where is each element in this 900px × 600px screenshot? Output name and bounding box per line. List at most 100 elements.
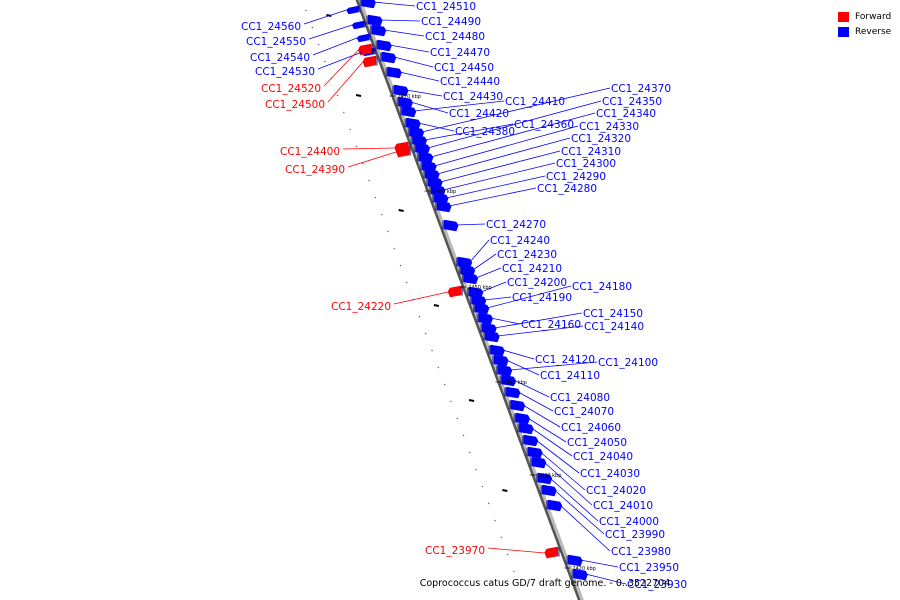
gene-label[interactable]: CC1_24290	[546, 171, 606, 183]
forward-gene[interactable]	[362, 55, 378, 68]
reverse-gene[interactable]	[366, 14, 383, 27]
reverse-gene[interactable]	[492, 354, 509, 367]
gene-label[interactable]: CC1_24020	[586, 485, 646, 497]
gene-label[interactable]: CC1_24310	[561, 146, 621, 158]
reverse-gene[interactable]	[359, 0, 376, 9]
gene-label[interactable]: CC1_23990	[605, 529, 665, 541]
forward-gene[interactable]	[447, 285, 464, 298]
gene-leader-line	[513, 379, 550, 398]
reverse-gene[interactable]	[413, 142, 430, 155]
gene-label[interactable]: CC1_24330	[579, 121, 639, 133]
reverse-gene[interactable]	[521, 434, 539, 447]
gene-label[interactable]: CC1_24350	[602, 96, 662, 108]
reverse-gene[interactable]	[435, 200, 452, 213]
reverse-gene[interactable]	[545, 499, 563, 512]
reverse-gene[interactable]	[526, 446, 543, 459]
gene-label[interactable]: CC1_24530	[255, 66, 315, 78]
gene-label[interactable]: CC1_24550	[246, 36, 306, 48]
gene-label[interactable]: CC1_24410	[505, 96, 565, 108]
gene-label[interactable]: CC1_24430	[443, 91, 503, 103]
gene-label[interactable]: CC1_24120	[535, 354, 595, 366]
gene-leader-line	[475, 267, 502, 279]
reverse-gene[interactable]	[356, 33, 371, 43]
reverse-gene[interactable]	[379, 51, 397, 64]
gene-label[interactable]: CC1_24150	[583, 308, 643, 320]
gene-label[interactable]: CC1_24200	[507, 277, 567, 289]
gene-label[interactable]: CC1_24280	[537, 183, 597, 195]
gene-label[interactable]: CC1_24370	[611, 83, 671, 95]
gene-label[interactable]: CC1_24470	[430, 47, 490, 59]
reverse-gene[interactable]	[375, 39, 392, 52]
reverse-gene[interactable]	[566, 554, 583, 567]
gene-label[interactable]: CC1_24540	[250, 52, 310, 64]
gene-label[interactable]: CC1_24500	[265, 99, 325, 111]
gene-label[interactable]: CC1_24440	[440, 76, 500, 88]
gene-label[interactable]: CC1_24300	[556, 158, 616, 170]
gene-label[interactable]: CC1_24340	[596, 108, 656, 120]
gene-label[interactable]: CC1_23970	[425, 545, 485, 557]
forward-gene[interactable]	[544, 546, 560, 559]
gene-label[interactable]: CC1_24060	[561, 422, 621, 434]
gene-label[interactable]: CC1_24450	[434, 62, 494, 74]
gene-label[interactable]: CC1_24070	[554, 406, 614, 418]
gene-label[interactable]: CC1_24040	[573, 451, 633, 463]
reverse-gene[interactable]	[404, 117, 421, 130]
reverse-gene[interactable]	[504, 386, 521, 399]
reverse-gene[interactable]	[483, 330, 500, 343]
gene-label[interactable]: CC1_24390	[285, 164, 345, 176]
reverse-gene[interactable]	[417, 151, 434, 164]
reverse-gene[interactable]	[461, 272, 479, 285]
gene-label[interactable]: CC1_24420	[449, 108, 509, 120]
reverse-gene[interactable]	[508, 399, 526, 412]
gene-label[interactable]: CC1_24100	[598, 357, 658, 369]
reverse-gene[interactable]	[442, 219, 459, 232]
gene-label[interactable]: CC1_23980	[611, 546, 671, 558]
gene-label[interactable]: CC1_24510	[416, 1, 476, 13]
gene-label[interactable]: CC1_24050	[567, 437, 627, 449]
reverse-gene[interactable]	[399, 105, 417, 118]
gene-label[interactable]: CC1_24030	[580, 468, 640, 480]
gene-label[interactable]: CC1_24180	[572, 281, 632, 293]
reverse-gene[interactable]	[369, 24, 387, 37]
gene-label[interactable]: CC1_24240	[490, 235, 550, 247]
scale-tick-label: 2430 kbp	[538, 473, 562, 479]
reverse-gene[interactable]	[530, 456, 547, 469]
gene-label[interactable]: CC1_24210	[502, 263, 562, 275]
gene-label[interactable]: CC1_24380	[455, 126, 515, 138]
gene-label[interactable]: CC1_24140	[584, 321, 644, 333]
gene-label[interactable]: CC1_24520	[261, 83, 321, 95]
reverse-gene[interactable]	[346, 5, 361, 15]
gene-label[interactable]: CC1_24220	[331, 301, 391, 313]
gene-label[interactable]: CC1_24190	[512, 292, 572, 304]
reverse-gene[interactable]	[535, 472, 553, 485]
reverse-gene[interactable]	[472, 302, 490, 315]
gene-label[interactable]: CC1_24010	[593, 500, 653, 512]
reverse-gene[interactable]	[392, 84, 409, 97]
gene-label[interactable]: CC1_23950	[619, 562, 679, 574]
forward-gene[interactable]	[395, 145, 412, 158]
gene-label[interactable]: CC1_24480	[425, 31, 485, 43]
gene-label[interactable]: CC1_24360	[514, 119, 574, 131]
reverse-gene[interactable]	[513, 412, 530, 425]
gene-label[interactable]: CC1_24000	[599, 516, 659, 528]
reverse-gene[interactable]	[517, 422, 534, 435]
reverse-gene[interactable]	[396, 96, 413, 109]
gene-label[interactable]: CC1_24160	[521, 319, 581, 331]
gene-label[interactable]: CC1_24230	[497, 249, 557, 261]
gene-label[interactable]: CC1_24490	[421, 16, 481, 28]
reverse-gene[interactable]	[499, 374, 516, 387]
gene-label[interactable]: CC1_24320	[571, 133, 631, 145]
reverse-gene[interactable]	[571, 568, 588, 581]
gene-label[interactable]: CC1_24110	[540, 370, 600, 382]
gene-label[interactable]: CC1_24400	[280, 146, 340, 158]
reverse-gene[interactable]	[351, 20, 367, 30]
reverse-gene[interactable]	[488, 344, 505, 357]
gene-label[interactable]: CC1_24560	[241, 21, 301, 33]
reverse-gene[interactable]	[385, 66, 402, 79]
gene-label[interactable]: CC1_23930	[627, 579, 687, 591]
reverse-gene[interactable]	[540, 484, 557, 497]
reverse-gene[interactable]	[495, 364, 513, 377]
gene-label[interactable]: CC1_24080	[550, 392, 610, 404]
reverse-gene[interactable]	[476, 312, 493, 325]
gene-label[interactable]: CC1_24270	[486, 219, 546, 231]
